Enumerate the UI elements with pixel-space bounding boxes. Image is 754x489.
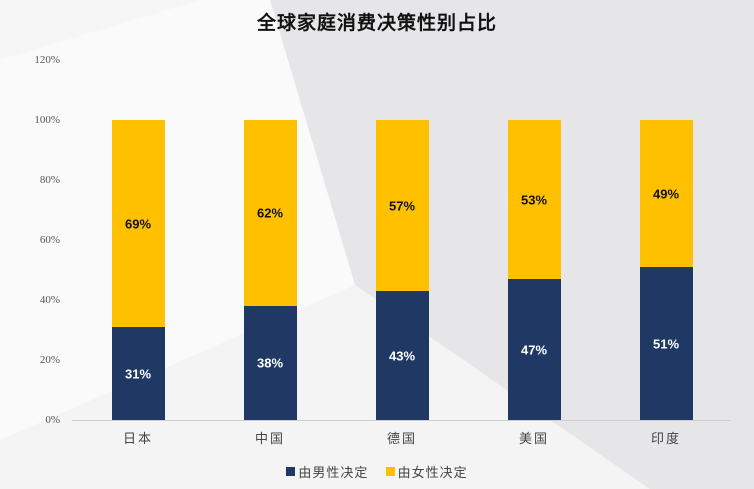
- legend-item-male: 由男性决定: [286, 462, 368, 481]
- bar-segment-male: 38%: [243, 306, 297, 420]
- data-label: 62%: [256, 205, 284, 221]
- bar-segment-female: 62%: [243, 120, 297, 306]
- bar-segment-male: 43%: [375, 291, 429, 420]
- bar-segment-female: 49%: [639, 120, 693, 267]
- legend: 由男性决定 由女性决定: [0, 462, 754, 481]
- y-tick-label: 60%: [39, 234, 60, 246]
- bar-segment-female: 69%: [111, 120, 165, 327]
- bar-segment-female: 53%: [507, 120, 561, 279]
- y-tick-label: 120%: [34, 54, 60, 66]
- data-label: 47%: [520, 342, 548, 357]
- legend-item-female: 由女性决定: [385, 462, 468, 481]
- data-label: 38%: [256, 355, 284, 371]
- data-label: 49%: [652, 186, 680, 201]
- legend-swatch-female: [385, 467, 395, 476]
- bar-segment-male: 51%: [639, 267, 693, 420]
- legend-swatch-male: [286, 467, 296, 476]
- stacked-bar: 43% 57%: [375, 120, 429, 420]
- data-label: 69%: [124, 216, 152, 231]
- y-tick-label: 100%: [34, 114, 60, 126]
- x-tick-label: 印度: [650, 432, 681, 447]
- data-label: 57%: [388, 198, 416, 213]
- y-tick-label: 20%: [39, 354, 60, 366]
- legend-label-female: 由女性决定: [397, 466, 468, 481]
- x-tick-label: 中国: [254, 432, 285, 447]
- bar-segment-female: 57%: [375, 120, 429, 291]
- data-label: 53%: [520, 192, 548, 207]
- x-tick-label: 德国: [386, 432, 417, 447]
- data-label: 31%: [124, 366, 152, 381]
- bar-segment-male: 31%: [111, 327, 165, 420]
- y-tick-label: 0%: [45, 414, 60, 426]
- data-label: 43%: [388, 348, 416, 363]
- x-axis-line: [72, 420, 730, 421]
- stacked-bar: 38% 62%: [243, 120, 297, 420]
- x-tick-label: 美国: [518, 432, 549, 447]
- data-label: 51%: [652, 336, 680, 351]
- bar-segment-male: 47%: [507, 279, 561, 420]
- legend-label-male: 由男性决定: [298, 466, 369, 481]
- chart-title: 全球家庭消费决策性别占比: [256, 12, 497, 34]
- y-tick-label: 80%: [39, 174, 60, 186]
- y-tick-label: 40%: [39, 294, 60, 306]
- x-tick-label: 日本: [122, 432, 153, 447]
- stacked-bar: 51% 49%: [639, 120, 693, 420]
- stacked-bar: 31% 69%: [111, 120, 165, 420]
- stacked-bar: 47% 53%: [507, 120, 561, 420]
